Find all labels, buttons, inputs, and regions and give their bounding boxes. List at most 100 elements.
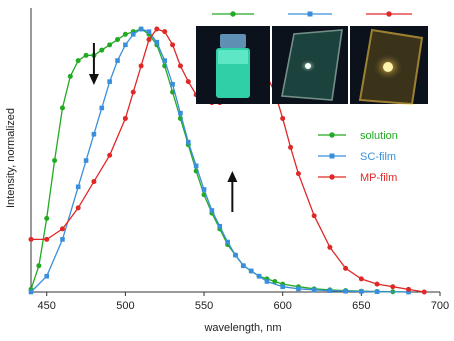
x-axis-label: wavelength, nm (203, 322, 281, 334)
data-point (209, 208, 215, 213)
data-point (59, 226, 65, 232)
inset-photo-solution (196, 11, 270, 104)
x-tick-label: 650 (352, 300, 370, 312)
legend-marker (329, 153, 335, 159)
data-point (123, 42, 128, 48)
legend: solution SC-film MP-film (318, 130, 398, 184)
x-tick-label: 600 (274, 300, 292, 312)
inset-photo-SC-film (272, 11, 348, 104)
photo-key-marker (230, 11, 236, 17)
legend-marker (329, 132, 335, 138)
data-point (327, 244, 333, 250)
inset-photo-MP-film (350, 11, 428, 106)
data-point (358, 276, 364, 282)
data-point (170, 81, 175, 87)
data-point (75, 184, 81, 190)
data-point (233, 252, 238, 258)
legend-item-SC-film: SC-film (318, 151, 396, 163)
data-point (107, 42, 113, 48)
data-point (170, 42, 176, 48)
data-point (67, 73, 73, 79)
data-point (44, 215, 50, 221)
legend-label: SC-film (360, 151, 396, 163)
legend-label: solution (360, 130, 398, 142)
legend-item-solution: solution (318, 130, 398, 142)
data-point (296, 286, 301, 292)
data-point (75, 205, 81, 211)
data-point (311, 287, 317, 293)
data-point (146, 37, 152, 43)
series-line (30, 28, 409, 293)
data-point (193, 163, 199, 169)
data-point (185, 79, 191, 85)
data-point (83, 52, 89, 58)
data-point (406, 286, 412, 292)
data-point (115, 37, 121, 43)
data-point (28, 289, 34, 295)
arrow-up-icon (227, 171, 238, 182)
data-point (60, 237, 65, 242)
data-point (146, 29, 152, 34)
data-point (280, 284, 285, 290)
data-point (241, 263, 246, 269)
axes: 450 500 550 600 650 700 (30, 8, 449, 312)
data-point (115, 58, 120, 63)
data-point (186, 139, 191, 145)
data-point (225, 239, 230, 245)
legend-item-MP-film: MP-film (318, 172, 397, 184)
data-point (36, 263, 42, 269)
film-spot (383, 62, 393, 72)
legend-label: MP-film (360, 172, 397, 184)
x-tick-label: 700 (431, 300, 449, 312)
data-point (359, 289, 364, 294)
arrow-down-icon (88, 74, 99, 85)
data-point (59, 105, 65, 111)
data-point (201, 187, 207, 192)
data-point (138, 26, 144, 32)
film-spot (305, 63, 311, 69)
data-point (295, 171, 301, 177)
data-point (311, 213, 317, 219)
data-point (390, 284, 396, 290)
data-point (264, 279, 270, 284)
data-point (107, 79, 112, 84)
x-tick-label: 500 (116, 300, 134, 312)
data-point (83, 158, 89, 163)
legend-marker (329, 174, 335, 180)
data-point (162, 29, 168, 35)
data-point (91, 179, 97, 185)
data-point (288, 144, 294, 150)
photo-key-marker (386, 11, 392, 17)
data-point (52, 158, 58, 164)
data-point (374, 281, 380, 287)
x-tick-label: 550 (195, 300, 213, 312)
data-point (217, 223, 223, 229)
data-point (406, 289, 411, 295)
data-point (280, 115, 286, 121)
data-point (272, 278, 278, 284)
data-point (154, 26, 160, 32)
vial-cap (220, 34, 246, 48)
data-point (248, 268, 254, 274)
photo-key-marker (307, 11, 313, 17)
data-point (44, 273, 50, 279)
data-point (343, 265, 349, 271)
data-point (256, 273, 262, 279)
x-tick-label: 450 (38, 300, 56, 312)
data-point (122, 115, 128, 121)
annotations (88, 43, 238, 212)
data-point (177, 63, 183, 69)
data-point (75, 58, 81, 64)
data-point (374, 289, 380, 295)
data-point (130, 89, 136, 95)
data-point (28, 236, 34, 242)
data-point (138, 63, 144, 69)
data-point (162, 58, 168, 63)
data-point (154, 39, 160, 45)
data-point (327, 288, 333, 293)
inset-photos (196, 11, 428, 106)
data-point (44, 236, 50, 242)
data-point (91, 131, 97, 137)
